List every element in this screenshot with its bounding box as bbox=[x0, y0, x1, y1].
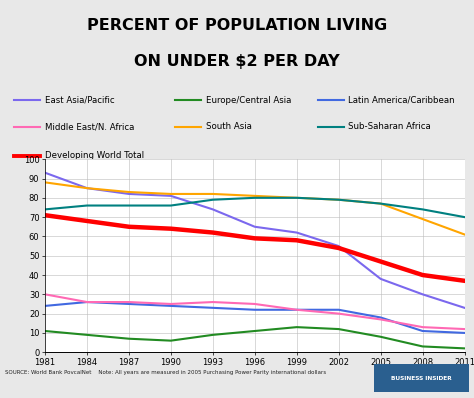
Text: Europe/Central Asia: Europe/Central Asia bbox=[206, 96, 292, 105]
FancyBboxPatch shape bbox=[374, 364, 469, 392]
Text: SOURCE: World Bank PovcalNet    Note: All years are measured in 2005 Purchasing : SOURCE: World Bank PovcalNet Note: All y… bbox=[5, 370, 326, 375]
Text: Sub-Saharan Africa: Sub-Saharan Africa bbox=[348, 123, 431, 131]
Text: PERCENT OF POPULATION LIVING: PERCENT OF POPULATION LIVING bbox=[87, 18, 387, 33]
Text: East Asia/Pacific: East Asia/Pacific bbox=[45, 96, 115, 105]
Text: Latin America/Caribbean: Latin America/Caribbean bbox=[348, 96, 455, 105]
Text: Middle East/N. Africa: Middle East/N. Africa bbox=[45, 123, 135, 131]
Text: ON UNDER $2 PER DAY: ON UNDER $2 PER DAY bbox=[134, 54, 340, 69]
Text: Developing World Total: Developing World Total bbox=[45, 151, 144, 160]
Text: BUSINESS INSIDER: BUSINESS INSIDER bbox=[392, 376, 452, 380]
Text: South Asia: South Asia bbox=[206, 123, 252, 131]
